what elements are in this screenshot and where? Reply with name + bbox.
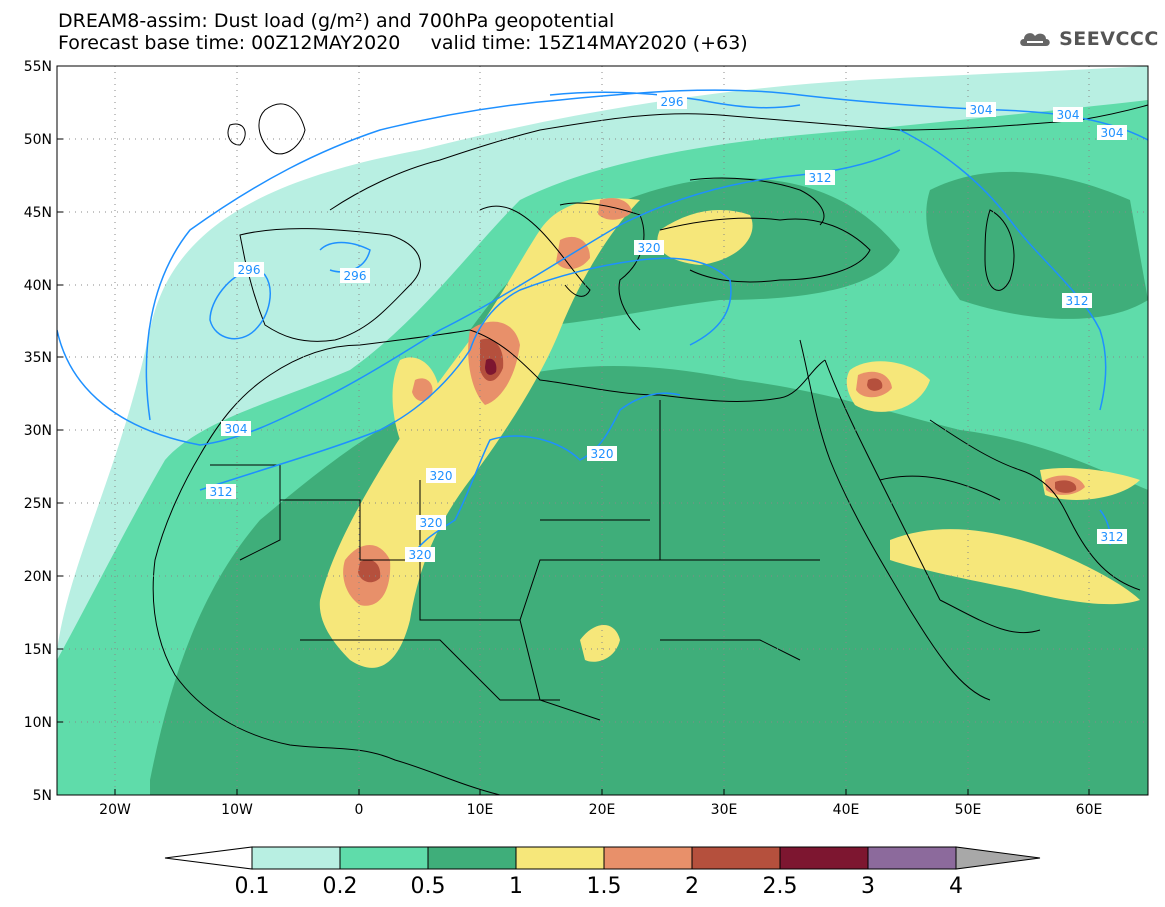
contour-label: 296: [344, 269, 367, 283]
colorbar-swatch: [515, 846, 605, 870]
colorbar: 0.1 0.2 0.5 1 1.5 2 2.5 3 4: [164, 846, 1041, 899]
latitude-axis: 55N 50N 45N 40N 35N 30N 25N 20N 15N 10N 5N: [24, 59, 63, 804]
lon-tick-label: 10W: [221, 802, 253, 818]
lon-tick-label: 40E: [833, 802, 860, 818]
colorbar-label: 3: [861, 874, 875, 899]
contour-label: 304: [1101, 126, 1124, 140]
contour-label: 312: [1101, 530, 1124, 544]
lon-tick-label: 20W: [99, 802, 131, 818]
lon-tick-label: 20E: [589, 802, 616, 818]
colorbar-label: 2.5: [763, 874, 798, 899]
contour-label: 304: [970, 103, 993, 117]
contour-label: 320: [409, 548, 432, 562]
contour-label: 304: [1057, 108, 1080, 122]
colorbar-label: 4: [949, 874, 963, 899]
lat-tick-label: 5N: [33, 788, 52, 804]
dust-fill-layer: [57, 66, 1148, 795]
colorbar-label: 0.2: [323, 874, 358, 899]
colorbar-swatch: [339, 846, 429, 870]
colorbar-swatch: [251, 846, 341, 870]
contour-label: 312: [1066, 294, 1089, 308]
contour-label: 296: [238, 263, 261, 277]
longitude-axis: 20W 10W 0 10E 20E 30E 40E 50E 60E: [99, 789, 1102, 818]
lon-tick-label: 10E: [467, 802, 494, 818]
colorbar-high-arrow: [955, 846, 1041, 870]
lat-tick-label: 45N: [24, 205, 52, 221]
contour-label: 312: [809, 171, 832, 185]
colorbar-swatch: [427, 846, 517, 870]
lat-tick-label: 50N: [24, 132, 52, 148]
lat-tick-label: 20N: [24, 569, 52, 585]
colorbar-label: 1: [509, 874, 523, 899]
map-subtitle: Forecast base time: 00Z12MAY2020 valid t…: [58, 32, 748, 54]
colorbar-label: 0.5: [411, 874, 446, 899]
seevccc-logo: SEEVCCC: [1018, 28, 1159, 50]
contour-label: 320: [638, 241, 661, 255]
lon-tick-label: 0: [355, 802, 364, 818]
lat-tick-label: 30N: [24, 423, 52, 439]
lat-tick-label: 25N: [24, 496, 52, 512]
cloud-icon: [1020, 33, 1050, 46]
contour-label: 320: [420, 516, 443, 530]
colorbar-swatch: [867, 846, 957, 870]
lat-tick-label: 10N: [24, 715, 52, 731]
contour-label: 312: [210, 485, 233, 499]
colorbar-label: 0.1: [235, 874, 270, 899]
contour-label: 296: [661, 95, 684, 109]
lat-tick-label: 15N: [24, 642, 52, 658]
lon-tick-label: 50E: [955, 802, 982, 818]
colorbar-label: 2: [685, 874, 699, 899]
colorbar-swatch: [779, 846, 869, 870]
logo-text: SEEVCCC: [1059, 28, 1159, 50]
contour-label: 304: [225, 422, 248, 436]
lat-tick-label: 55N: [24, 59, 52, 75]
coastline-layer: [152, 103, 1148, 795]
lat-tick-label: 40N: [24, 278, 52, 294]
lat-tick-label: 35N: [24, 350, 52, 366]
colorbar-swatch: [691, 846, 781, 870]
colorbar-swatch: [603, 846, 693, 870]
lon-tick-label: 30E: [711, 802, 738, 818]
colorbar-label: 1.5: [587, 874, 622, 899]
lon-tick-label: 60E: [1076, 802, 1103, 818]
contour-label: 320: [591, 447, 614, 461]
contour-label-group: 296 296 296 304 304 304 304 312 312 312 312 320 320 3…: [206, 94, 1127, 562]
map-title: DREAM8-assim: Dust load (g/m²) and 700hP…: [58, 10, 615, 32]
contour-label: 320: [430, 469, 453, 483]
colorbar-low-arrow: [164, 846, 253, 870]
